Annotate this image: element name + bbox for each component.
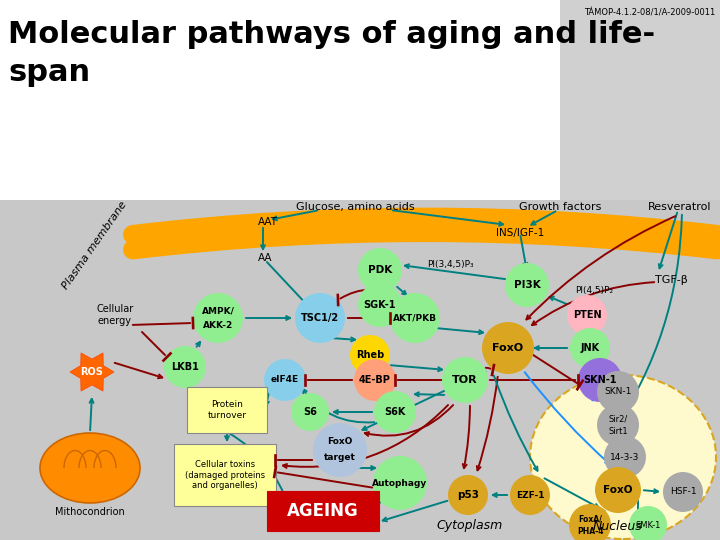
Circle shape — [505, 263, 549, 307]
Circle shape — [597, 404, 639, 446]
Text: S6K: S6K — [384, 407, 405, 417]
Circle shape — [448, 475, 488, 515]
Text: TOR: TOR — [452, 375, 478, 385]
FancyBboxPatch shape — [174, 444, 276, 506]
Text: TGF-β: TGF-β — [655, 275, 688, 285]
Text: AGEING: AGEING — [287, 502, 359, 520]
Circle shape — [569, 504, 611, 540]
Circle shape — [291, 393, 329, 431]
Text: 14-3-3: 14-3-3 — [611, 453, 639, 462]
Circle shape — [354, 359, 396, 401]
Polygon shape — [70, 353, 114, 391]
Text: AA: AA — [258, 253, 272, 263]
Circle shape — [570, 328, 610, 368]
Circle shape — [578, 358, 622, 402]
Text: Cellular toxins
(damaged proteins
and organelles): Cellular toxins (damaged proteins and or… — [185, 460, 265, 490]
Circle shape — [482, 322, 534, 374]
Text: PTEN: PTEN — [572, 310, 601, 320]
Text: FoxO: FoxO — [603, 485, 633, 495]
Circle shape — [295, 293, 345, 343]
Text: Growth factors: Growth factors — [519, 202, 601, 212]
Circle shape — [663, 472, 703, 512]
Text: Sirt1: Sirt1 — [608, 427, 628, 435]
Circle shape — [604, 436, 646, 478]
Circle shape — [597, 371, 639, 413]
Text: p53: p53 — [457, 490, 479, 500]
Circle shape — [164, 346, 206, 388]
Circle shape — [390, 293, 440, 343]
Text: TÁMOP-4.1.2-08/1/A-2009-0011: TÁMOP-4.1.2-08/1/A-2009-0011 — [584, 8, 715, 17]
Circle shape — [193, 293, 243, 343]
Text: eIF4E: eIF4E — [271, 375, 299, 384]
FancyBboxPatch shape — [0, 0, 560, 200]
Text: Nucleus: Nucleus — [593, 519, 643, 532]
Text: PHA-4: PHA-4 — [577, 526, 603, 536]
Text: Protein
turnover: Protein turnover — [207, 400, 246, 420]
FancyBboxPatch shape — [267, 491, 379, 531]
Text: Cytoplasm: Cytoplasm — [437, 519, 503, 532]
Text: 4E-BP: 4E-BP — [359, 375, 391, 385]
Text: HSF-1: HSF-1 — [670, 488, 696, 496]
Text: AKT/PKB: AKT/PKB — [393, 314, 437, 322]
Circle shape — [358, 248, 402, 292]
Circle shape — [442, 357, 488, 403]
Text: SGK-1: SGK-1 — [364, 300, 396, 310]
Text: Resveratrol: Resveratrol — [648, 202, 712, 212]
Text: AKK-2: AKK-2 — [203, 321, 233, 329]
Text: FoxO: FoxO — [492, 343, 523, 353]
Text: target: target — [324, 454, 356, 462]
Text: ROS: ROS — [81, 367, 104, 377]
Ellipse shape — [40, 433, 140, 503]
Circle shape — [595, 467, 641, 513]
Text: AAT: AAT — [258, 217, 278, 227]
Circle shape — [510, 475, 550, 515]
Text: AMPK/: AMPK/ — [202, 307, 235, 315]
Text: INS/IGF-1: INS/IGF-1 — [496, 228, 544, 238]
FancyArrowPatch shape — [132, 217, 717, 235]
Text: Rheb: Rheb — [356, 350, 384, 360]
Text: Plasma membrane: Plasma membrane — [60, 199, 129, 291]
Text: PI3K: PI3K — [513, 280, 541, 290]
Circle shape — [358, 283, 402, 327]
Text: Cellular
energy: Cellular energy — [96, 304, 134, 326]
Text: PI(3,4,5)P₃: PI(3,4,5)P₃ — [427, 260, 473, 269]
Circle shape — [374, 391, 416, 433]
Text: EZF-1: EZF-1 — [516, 490, 544, 500]
FancyBboxPatch shape — [187, 387, 267, 433]
Text: Sir2/: Sir2/ — [608, 415, 628, 423]
Text: TSC1/2: TSC1/2 — [301, 313, 339, 323]
Text: SKN-1: SKN-1 — [604, 388, 631, 396]
FancyArrowPatch shape — [132, 232, 717, 249]
Text: LKB1: LKB1 — [171, 362, 199, 372]
Text: SMK-1: SMK-1 — [635, 521, 661, 530]
Text: S6: S6 — [303, 407, 317, 417]
Text: Glucose, amino acids: Glucose, amino acids — [296, 202, 414, 212]
Text: Molecular pathways of aging and life-
span: Molecular pathways of aging and life- sp… — [8, 20, 655, 87]
Circle shape — [313, 423, 367, 477]
Circle shape — [567, 295, 607, 335]
Circle shape — [350, 335, 390, 375]
Text: SKN-1: SKN-1 — [583, 375, 617, 385]
Circle shape — [629, 506, 667, 540]
Circle shape — [373, 456, 427, 510]
Ellipse shape — [530, 375, 716, 539]
Text: FoxA/: FoxA/ — [578, 515, 602, 523]
Text: JNK: JNK — [580, 343, 600, 353]
Circle shape — [264, 359, 306, 401]
Text: PI(4,5)P₂: PI(4,5)P₂ — [575, 286, 613, 294]
Text: FoxO: FoxO — [328, 437, 353, 447]
Text: Mithocondrion: Mithocondrion — [55, 507, 125, 517]
Text: PDK: PDK — [368, 265, 392, 275]
Text: Autophagy: Autophagy — [372, 478, 428, 488]
FancyBboxPatch shape — [0, 200, 720, 540]
